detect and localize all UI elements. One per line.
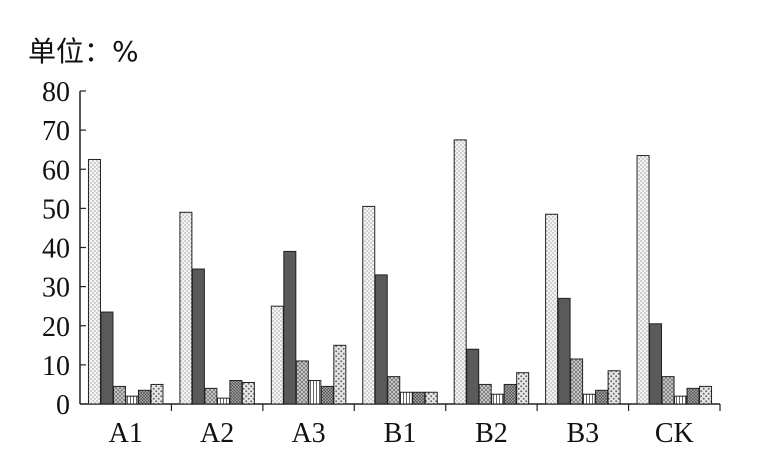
bar-b2-series-3 <box>478 383 492 405</box>
unit-label: 单位：% <box>28 35 139 68</box>
bar-a1-series-4 <box>125 395 139 405</box>
bar-b3-series-4 <box>582 393 596 405</box>
y-tick-label: 20 <box>42 312 70 343</box>
bar-ck-series-1 <box>636 155 650 405</box>
bar-a2-series-1 <box>179 211 193 405</box>
bar-b1-series-5 <box>412 391 426 405</box>
bar-a3-series-1 <box>270 305 284 405</box>
bar-ck-series-2 <box>649 323 663 405</box>
y-tick-label: 70 <box>42 116 70 147</box>
bar-a3-series-2 <box>283 250 297 405</box>
x-tick-label-b2: B2 <box>475 418 508 449</box>
bar-b2-series-1 <box>453 139 467 405</box>
bar-b2-series-6 <box>516 372 530 405</box>
bar-a1-series-6 <box>150 383 164 405</box>
x-tick-label-a2: A2 <box>200 418 234 449</box>
bar-b3-series-1 <box>545 213 559 405</box>
y-tick-label: 40 <box>42 234 70 265</box>
bar-a1-series-5 <box>137 389 151 405</box>
bar-ck-series-4 <box>674 395 688 405</box>
bar-ck-series-6 <box>699 385 713 405</box>
y-tick-label: 30 <box>42 273 70 304</box>
bar-a2-series-4 <box>216 397 230 405</box>
bar-b1-series-6 <box>424 391 438 405</box>
x-tick-label-ck: CK <box>655 418 694 449</box>
y-tick-label: 60 <box>42 155 70 186</box>
bar-b2-series-5 <box>503 383 517 405</box>
bar-b2-series-2 <box>466 348 480 405</box>
x-tick-label-a1: A1 <box>109 418 143 449</box>
bar-a2-series-3 <box>204 387 218 405</box>
x-tick-label-b1: B1 <box>384 418 417 449</box>
bar-b1-series-1 <box>362 205 376 405</box>
x-tick-label-a3: A3 <box>291 418 325 449</box>
bar-ck-series-3 <box>661 376 675 405</box>
bar-b3-series-6 <box>607 370 621 405</box>
bar-a2-series-5 <box>229 380 243 405</box>
bar-a3-series-6 <box>333 344 347 405</box>
bar-b1-series-4 <box>399 391 413 405</box>
bar-a1-series-2 <box>100 311 114 405</box>
bar-a2-series-6 <box>241 381 255 405</box>
x-tick-label-b3: B3 <box>567 418 600 449</box>
y-tick-label: 0 <box>56 390 70 421</box>
y-tick-label: 80 <box>42 77 70 108</box>
y-tick-label: 50 <box>42 194 70 225</box>
bar-a3-series-5 <box>320 385 334 405</box>
bar-b2-series-4 <box>491 393 505 405</box>
bar-a3-series-3 <box>295 360 309 405</box>
bar-a1-series-3 <box>112 385 126 405</box>
bar-ck-series-5 <box>686 387 700 405</box>
bar-a2-series-2 <box>191 268 205 405</box>
bar-b3-series-5 <box>595 389 609 405</box>
y-tick-label: 10 <box>42 351 70 382</box>
bar-b3-series-2 <box>557 297 571 405</box>
bar-b3-series-3 <box>570 358 584 405</box>
bar-b1-series-2 <box>374 274 388 405</box>
bar-a1-series-1 <box>87 158 101 405</box>
bar-a3-series-4 <box>308 380 322 405</box>
bar-b1-series-3 <box>387 376 401 405</box>
